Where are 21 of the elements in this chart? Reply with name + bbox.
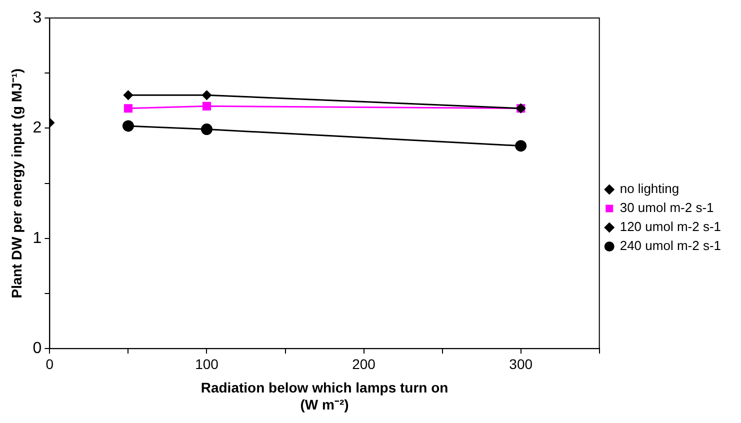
legend-label: 120 umol m-2 s-1 (620, 219, 722, 234)
point (202, 90, 212, 100)
y-tick-label: 3 (32, 9, 42, 26)
legend-label: 30 umol m-2 s-1 (620, 200, 714, 216)
x-axis-title: Radiation below which lamps turn on (W m⁻²) (200, 380, 448, 412)
point (124, 104, 133, 113)
point (122, 120, 134, 132)
legend-label: no lighting (620, 181, 680, 196)
x-tick-label: 300 (509, 356, 533, 372)
x-tick-label: 200 (352, 356, 376, 372)
point (202, 102, 212, 110)
x-tick-label: 100 (195, 356, 219, 372)
point (200, 124, 212, 136)
y-tick-label: 0 (32, 340, 42, 358)
y-tick-label: 2 (32, 120, 42, 137)
point (123, 90, 133, 100)
y-axis-title: Plant DW per energy input (g MJ⁻¹) (8, 68, 24, 298)
legend-label: 240 umol m-2 s-1 (620, 238, 722, 254)
y-tick-label: 1 (32, 230, 42, 247)
point (515, 140, 527, 152)
x-tick-label: 0 (46, 356, 54, 372)
